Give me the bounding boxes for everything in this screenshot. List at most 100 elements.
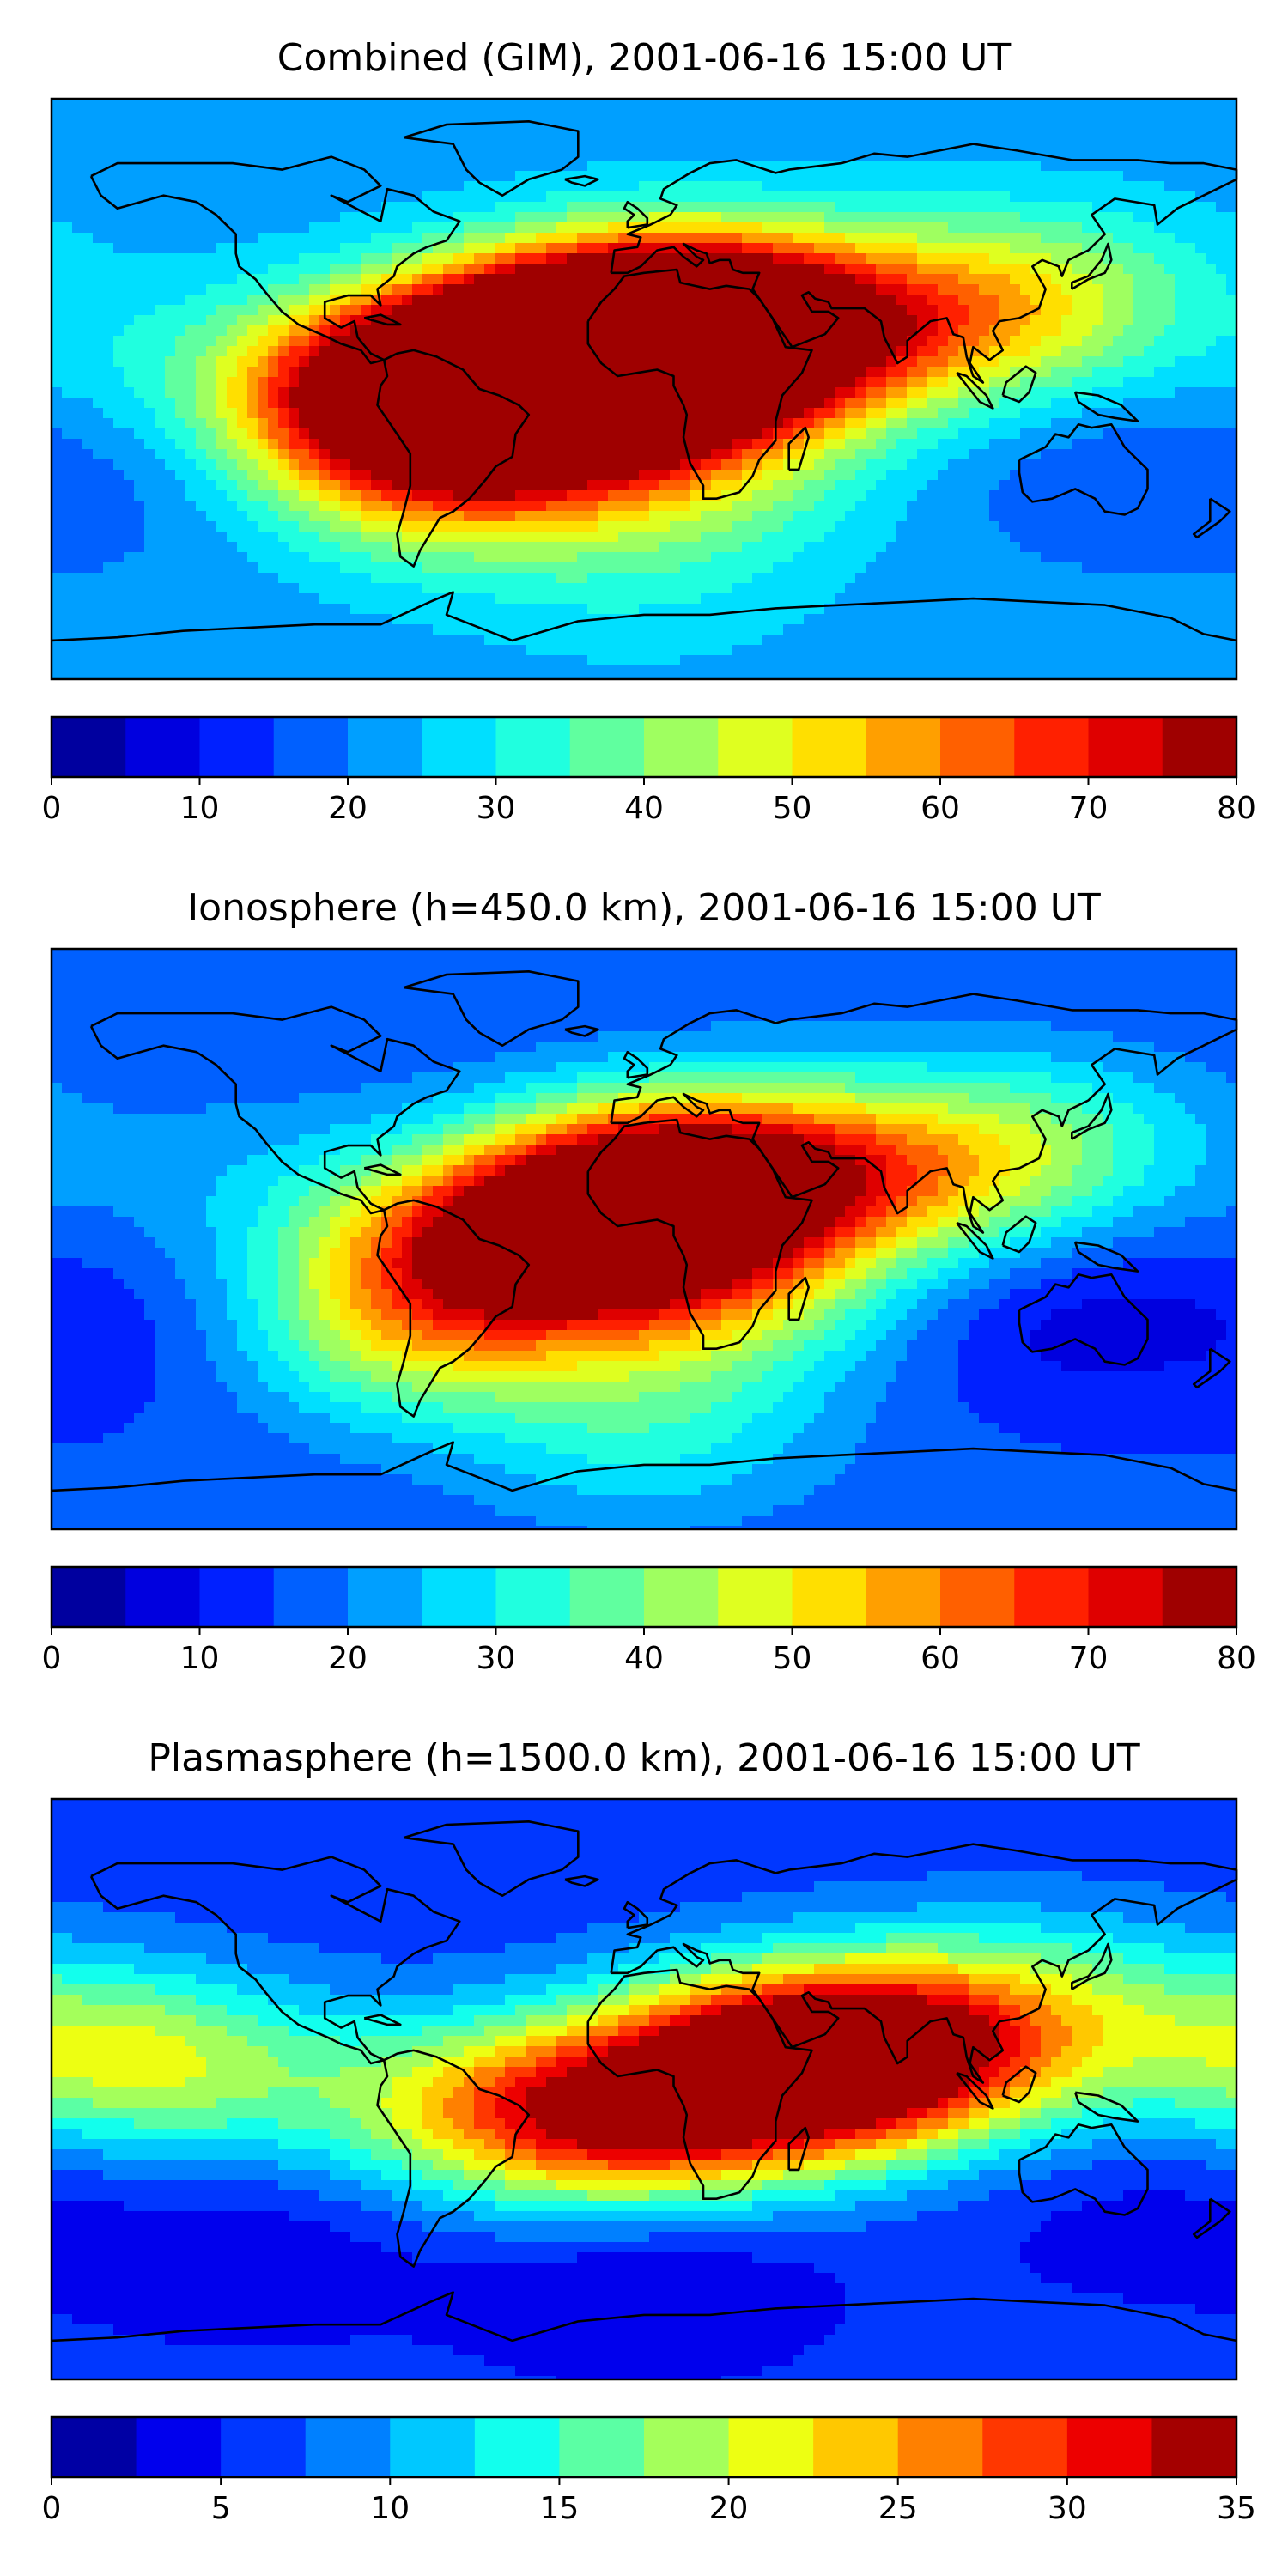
contour-cell [1061,109,1072,120]
contour-cell [113,243,125,254]
contour-cell [649,408,660,419]
contour-cell [453,418,465,429]
contour-cell [340,542,351,553]
contour-cell [938,501,949,512]
contour-cell [155,418,166,429]
contour-cell [72,181,83,192]
contour-cell [443,521,454,532]
contour-cell [701,532,712,543]
contour-cell [1030,428,1042,440]
contour-cell [52,109,63,120]
contour-cell [402,398,413,409]
contour-cell [855,336,866,347]
contour-cell [247,449,258,460]
contour-cell [361,490,372,501]
contour-cell [793,408,805,419]
contour-cell [381,398,392,409]
contour-cell [216,109,228,120]
contour-cell [979,428,990,440]
contour-cell [1030,398,1042,409]
contour-cell [361,532,372,543]
contour-cell [1123,264,1134,275]
contour-cell [1010,470,1021,481]
contour-cell [299,501,310,512]
contour-cell [762,459,774,471]
contour-cell [845,418,856,429]
contour-cell [556,274,568,285]
contour-cell [752,356,763,368]
contour-cell [546,243,557,254]
contour-cell [175,233,186,244]
contour-cell [1206,377,1217,388]
contour-cell [124,253,135,264]
contour-cell [62,305,73,316]
contour-cell [381,490,392,501]
contour-cell [175,181,186,192]
contour-cell [814,470,825,481]
contour-cell [103,140,114,151]
contour-cell [1154,253,1165,264]
contour-cell [453,377,465,388]
contour-cell [773,367,784,378]
contour-cell [515,284,526,295]
contour-cell [196,490,207,501]
contour-cell [258,439,269,450]
contour-cell [474,202,485,213]
contour-cell [711,99,722,110]
contour-cell [876,191,887,203]
contour-cell [793,222,805,234]
contour-cell [1164,233,1176,244]
contour-cell [855,356,866,368]
contour-cell [1041,521,1052,532]
contour-cell [1061,119,1072,131]
contour-cell [804,150,815,161]
contour-cell [773,428,784,440]
contour-cell [783,480,794,491]
contour-cell [824,356,835,368]
contour-cell [526,140,537,151]
contour-cell [948,501,959,512]
contour-cell [629,377,640,388]
contour-cell [206,356,217,368]
contour-cell [938,336,949,347]
contour-cell [484,315,495,326]
contour-cell [732,418,743,429]
contour-cell [567,408,578,419]
contour-cell [381,295,392,306]
contour-cell [1020,99,1031,110]
contour-cell [227,99,238,110]
contour-cell [567,356,578,368]
contour-cell [742,387,753,398]
contour-cell [464,521,475,532]
contour-cell [866,253,877,264]
contour-cell [1072,501,1083,512]
contour-cell [93,274,104,285]
contour-cell [896,521,908,532]
contour-cell [124,150,135,161]
contour-cell [567,439,578,450]
contour-cell [886,130,897,141]
contour-cell [1072,109,1083,120]
contour-cell [824,521,835,532]
contour-cell [175,398,186,409]
contour-cell [1051,470,1062,481]
contour-cell [62,181,73,192]
contour-cell [598,119,609,131]
contour-cell [350,295,361,306]
contour-cell [999,449,1011,460]
contour-cell [1123,119,1134,131]
contour-cell [340,367,351,378]
contour-cell [762,284,774,295]
contour-cell [1020,181,1031,192]
contour-cell [732,501,743,512]
contour-cell [876,356,887,368]
contour-cell [258,367,269,378]
contour-cell [361,222,372,234]
contour-cell [824,490,835,501]
contour-cell [773,532,784,543]
contour-cell [247,480,258,491]
contour-cell [82,336,94,347]
contour-cell [773,480,784,491]
contour-cell [1175,243,1186,254]
contour-cell [443,130,454,141]
